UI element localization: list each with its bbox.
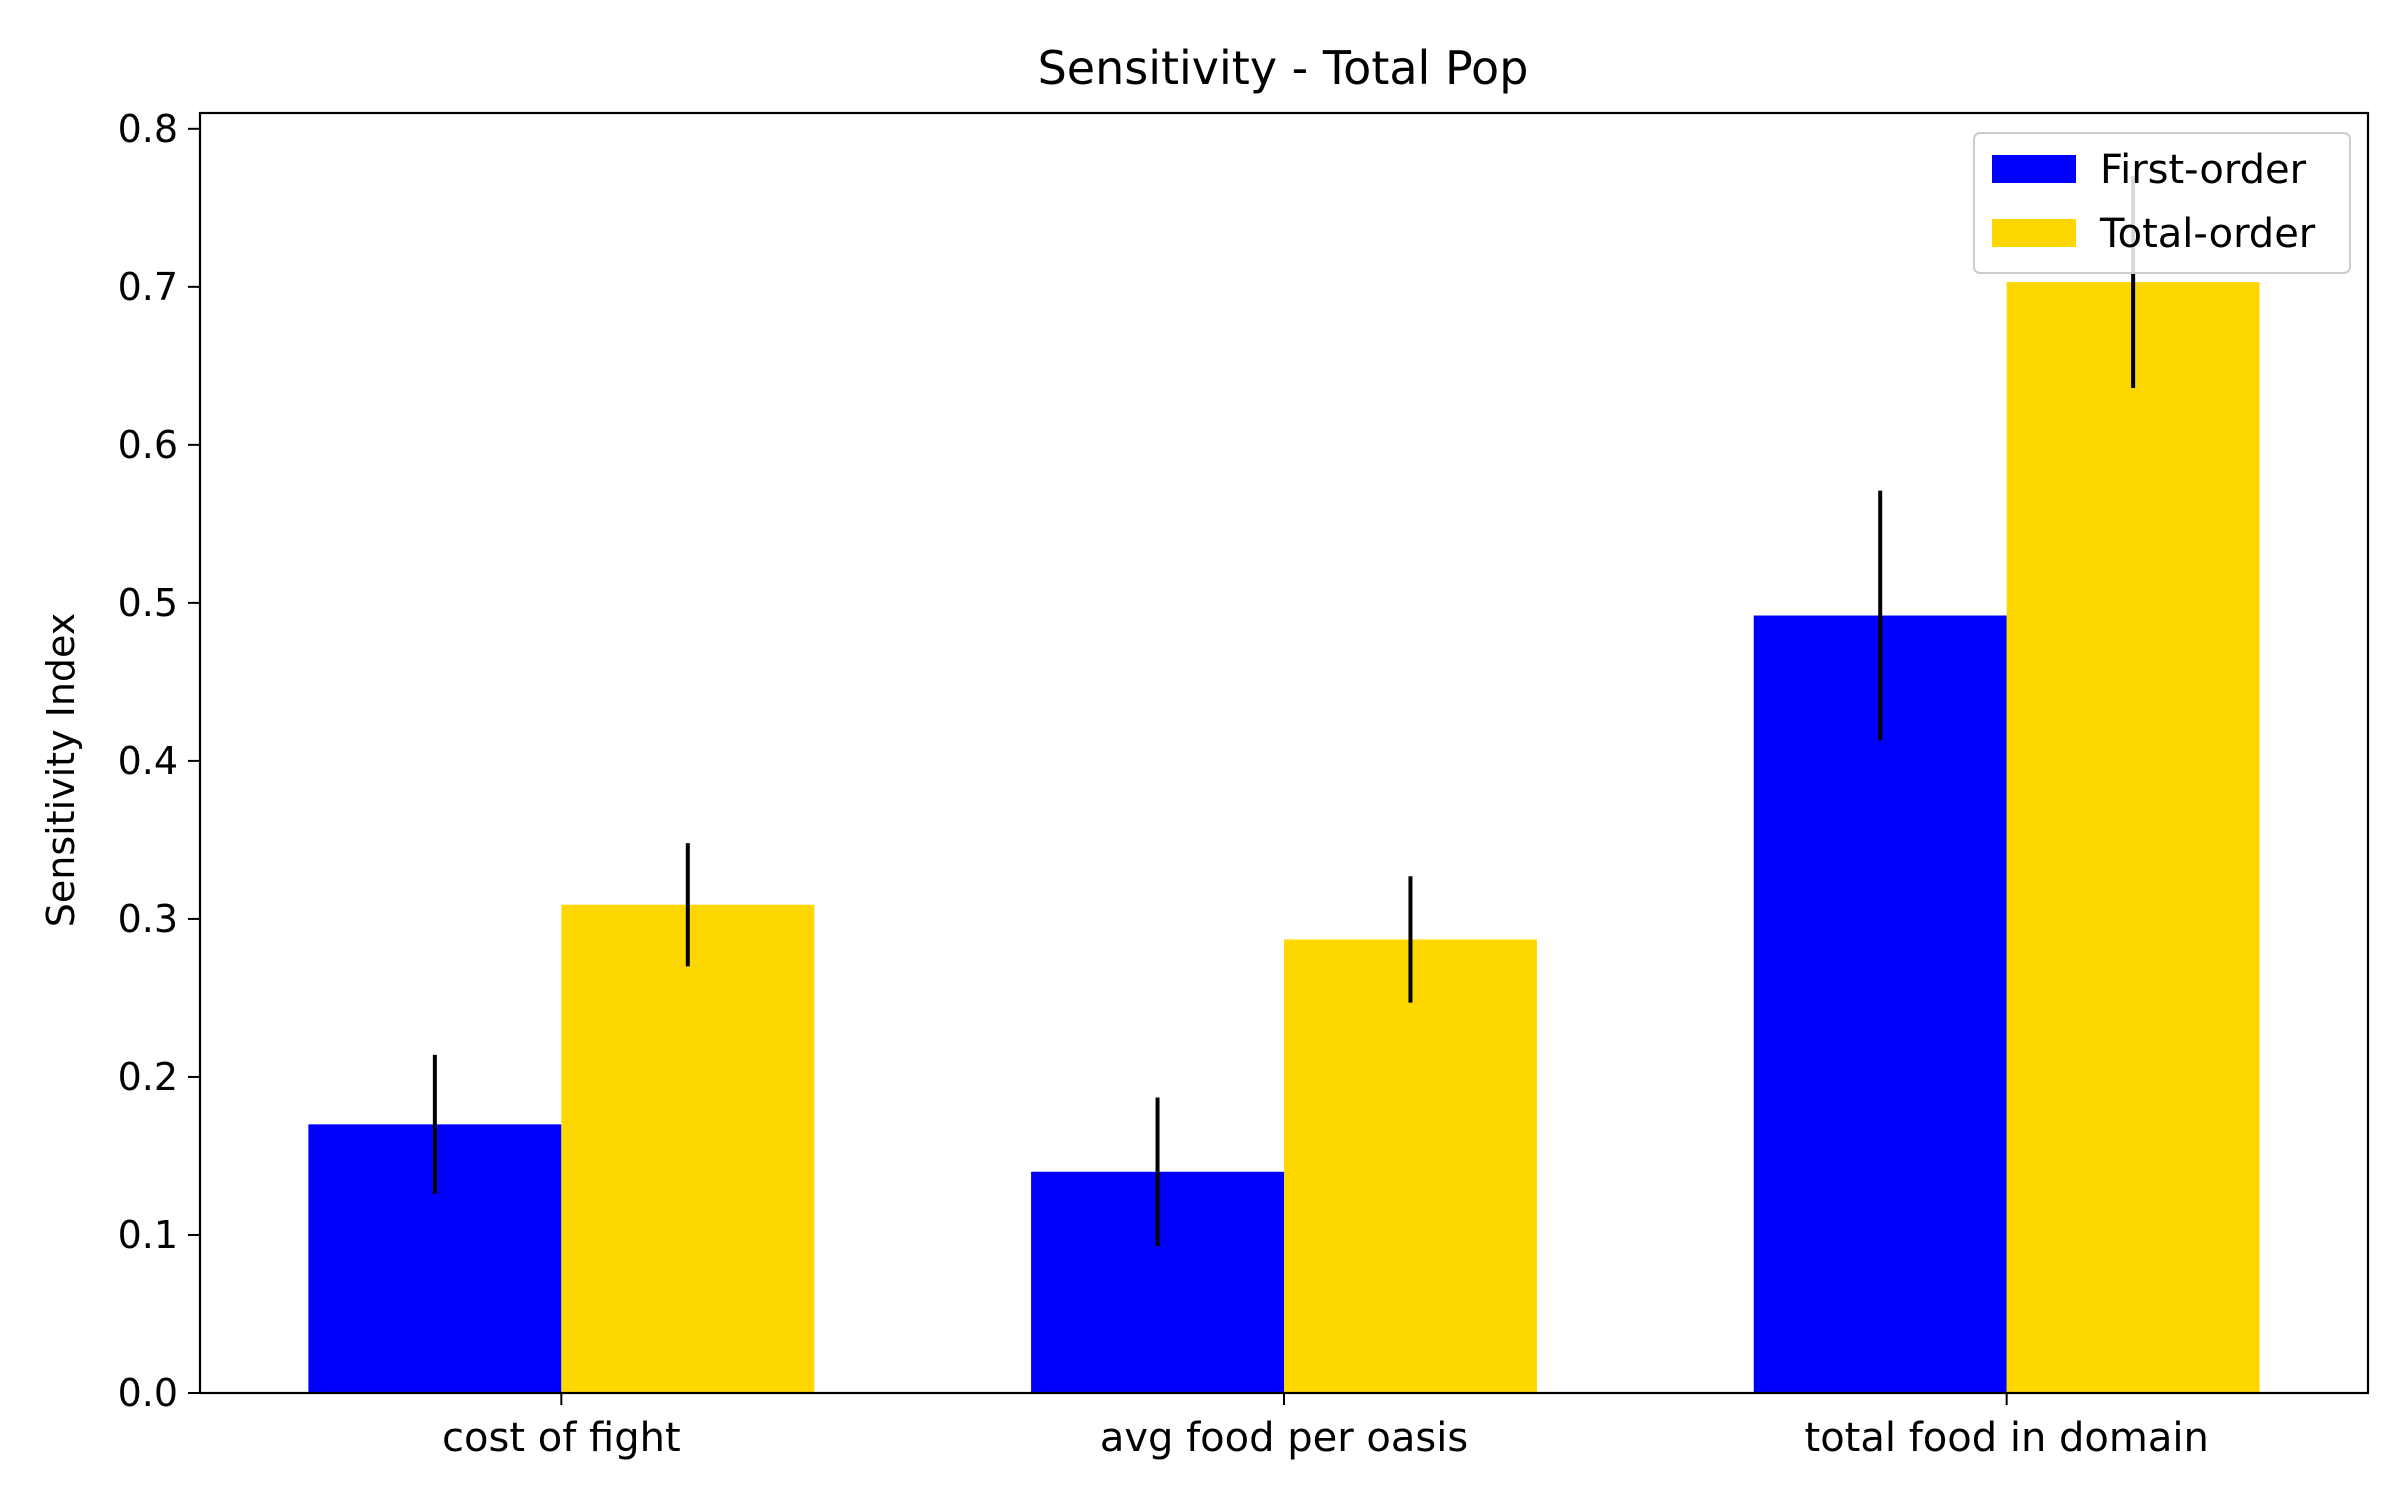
y-tick-label: 0.6 — [118, 423, 178, 467]
y-tick-label: 0.0 — [118, 1371, 178, 1415]
y-tick-label: 0.4 — [118, 739, 178, 783]
y-tick-label: 0.1 — [118, 1213, 178, 1257]
y-tick-label: 0.2 — [118, 1055, 178, 1099]
error-bars — [432, 176, 2136, 1247]
y-tick-label: 0.3 — [118, 897, 178, 941]
y-tick-label: 0.8 — [118, 107, 178, 151]
x-tick-label: avg food per oasis — [1100, 1415, 1468, 1461]
legend-swatch-first-order — [1992, 155, 2076, 183]
bar-total-order-1 — [1284, 939, 1537, 1393]
legend: First-order Total-order — [1973, 132, 2351, 274]
legend-swatch-total-order — [1992, 219, 2076, 247]
x-tick-label: cost of fight — [442, 1415, 681, 1461]
legend-label: First-order — [2100, 147, 2307, 193]
bar-first-order-2 — [1753, 615, 2007, 1393]
y-tick-label: 0.5 — [118, 581, 178, 625]
chart-title: Sensitivity - Total Pop — [1038, 41, 1529, 95]
plot-frame — [198, 111, 2370, 1395]
bar-total-order-0 — [561, 904, 815, 1393]
bar-total-order-2 — [2006, 282, 2260, 1393]
y-tick-label: 0.7 — [118, 265, 178, 309]
y-axis-ticks: 0.0 0.1 0.2 0.3 0.4 0.5 0.6 0.7 0.8 — [118, 107, 200, 1415]
y-axis-title: Sensitivity Index — [39, 613, 83, 928]
x-tick-label: total food in domain — [1805, 1415, 2209, 1461]
legend-label: Total-order — [2099, 211, 2316, 257]
bar-series — [308, 282, 2260, 1393]
x-axis-ticks: cost of fight avg food per oasis total foo… — [442, 1393, 2209, 1461]
